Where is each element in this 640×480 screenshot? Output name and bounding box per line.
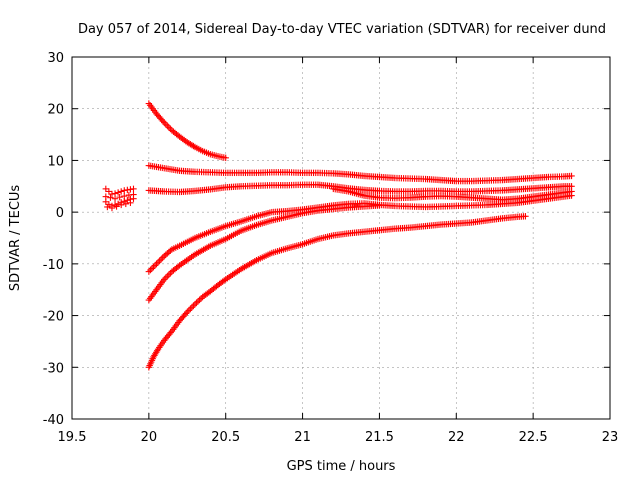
y-tick-label: -40 [43, 413, 64, 428]
data-point-rise-11 [145, 268, 153, 275]
data-point-rise-11 [147, 266, 154, 274]
data-point-cluster-early [113, 203, 120, 210]
data-point-rise-11 [167, 247, 174, 254]
data-point-rise-30 [188, 304, 196, 311]
data-point-band-9 [568, 172, 575, 180]
data-point-cluster-early [117, 188, 125, 195]
data-point-rise-17 [167, 269, 174, 277]
data-point-arc-top [161, 119, 168, 126]
data-point-rise-30 [182, 310, 190, 317]
x-tick-label: 22.5 [519, 430, 548, 445]
data-point-cluster-early [108, 204, 116, 212]
data-point-arc-top [222, 154, 229, 162]
data-point-arc-top [159, 118, 167, 125]
data-point-rise-11 [159, 254, 166, 261]
data-point-cluster-early [104, 203, 111, 211]
y-tick-label: 20 [47, 103, 64, 118]
x-tick-label: 21 [294, 430, 311, 445]
data-point-rise-11 [151, 262, 159, 269]
data-point-rise-11 [157, 256, 165, 263]
x-tick-label: 21.5 [365, 430, 394, 445]
y-tick-label: -20 [43, 310, 64, 325]
ticks-layer: 19.5 20 20.5 21 21.5 22 22.5 23 -40 -30 -20 -10 0 10 2… [43, 51, 619, 445]
data-point-rise-30 [220, 277, 228, 284]
data-point-rise-17 [165, 271, 173, 278]
data-point-cluster-early [130, 191, 137, 198]
x-axis-label: GPS time / hours [287, 459, 396, 474]
data-point-arc-top [164, 122, 171, 129]
data-point-rise-30 [193, 299, 200, 306]
data-point-rise-30 [187, 305, 194, 313]
data-point-cluster-early [114, 189, 122, 196]
data-point-arc-top [167, 125, 174, 133]
data-point-cluster-early [102, 193, 110, 200]
data-point-arc-top [165, 124, 173, 131]
data-point-cluster-early [122, 200, 129, 208]
data-point-arc-top [190, 142, 197, 150]
data-point-rise-30 [184, 308, 191, 316]
data-point-cluster-early [121, 192, 128, 200]
y-tick-label: 0 [56, 206, 64, 221]
y-axis-label: SDTVAR / TECUs [8, 185, 23, 292]
x-tick-label: 22 [448, 430, 465, 445]
data-point-rise-30 [522, 213, 529, 220]
grid-layer [72, 57, 610, 419]
data-point-cluster-early [107, 194, 114, 201]
y-tick-label: -10 [43, 258, 64, 273]
data-point-cluster-early [127, 199, 134, 207]
data-point-rise-11 [568, 192, 575, 199]
data-point-rise-11 [162, 251, 169, 258]
data-point-cluster-early [116, 193, 123, 201]
y-tick-label: -30 [43, 361, 64, 376]
data-point-rise-11 [154, 259, 162, 266]
y-tick-label: 30 [47, 51, 64, 66]
data-point-rise-11 [161, 252, 168, 260]
data-point-rise-17 [174, 263, 182, 270]
data-point-rise-30 [153, 347, 161, 354]
data-point-rise-17 [376, 202, 383, 209]
data-point-cluster-early [111, 201, 119, 209]
x-tick-label: 20 [141, 430, 158, 445]
chart-title: Day 057 of 2014, Sidereal Day-to-day VTE… [78, 22, 606, 37]
x-tick-label: 20.5 [211, 430, 240, 445]
x-tick-label: 19.5 [58, 430, 87, 445]
plot-frame [71, 56, 611, 420]
data-point-rise-30 [167, 329, 174, 336]
data-point-cluster-early [130, 185, 137, 193]
data-point-rise-11 [164, 250, 171, 257]
data-point-rise-11 [156, 257, 163, 264]
data-point-rise-11 [153, 260, 160, 268]
data-point-rise-30 [190, 302, 197, 309]
data-point-cluster-early [111, 195, 119, 202]
data-point-rise-17 [161, 276, 168, 283]
data-point-rise-17 [162, 274, 169, 282]
data-point-rise-11 [150, 263, 157, 271]
y-tick-label: 10 [47, 154, 64, 169]
data-point-rise-11 [165, 248, 173, 256]
data-point-cluster-early [117, 201, 125, 209]
data-point-rise-30 [196, 296, 203, 304]
data-point-rise-17 [164, 273, 171, 280]
data-point-rise-30 [191, 300, 199, 308]
data-point-rise-11 [148, 265, 156, 272]
marks-layer [102, 100, 575, 371]
data-point-rise-30 [185, 307, 193, 314]
data-point-arc-top [162, 121, 169, 128]
data-point-rise-30 [194, 298, 202, 305]
x-tick-label: 23 [602, 430, 619, 445]
